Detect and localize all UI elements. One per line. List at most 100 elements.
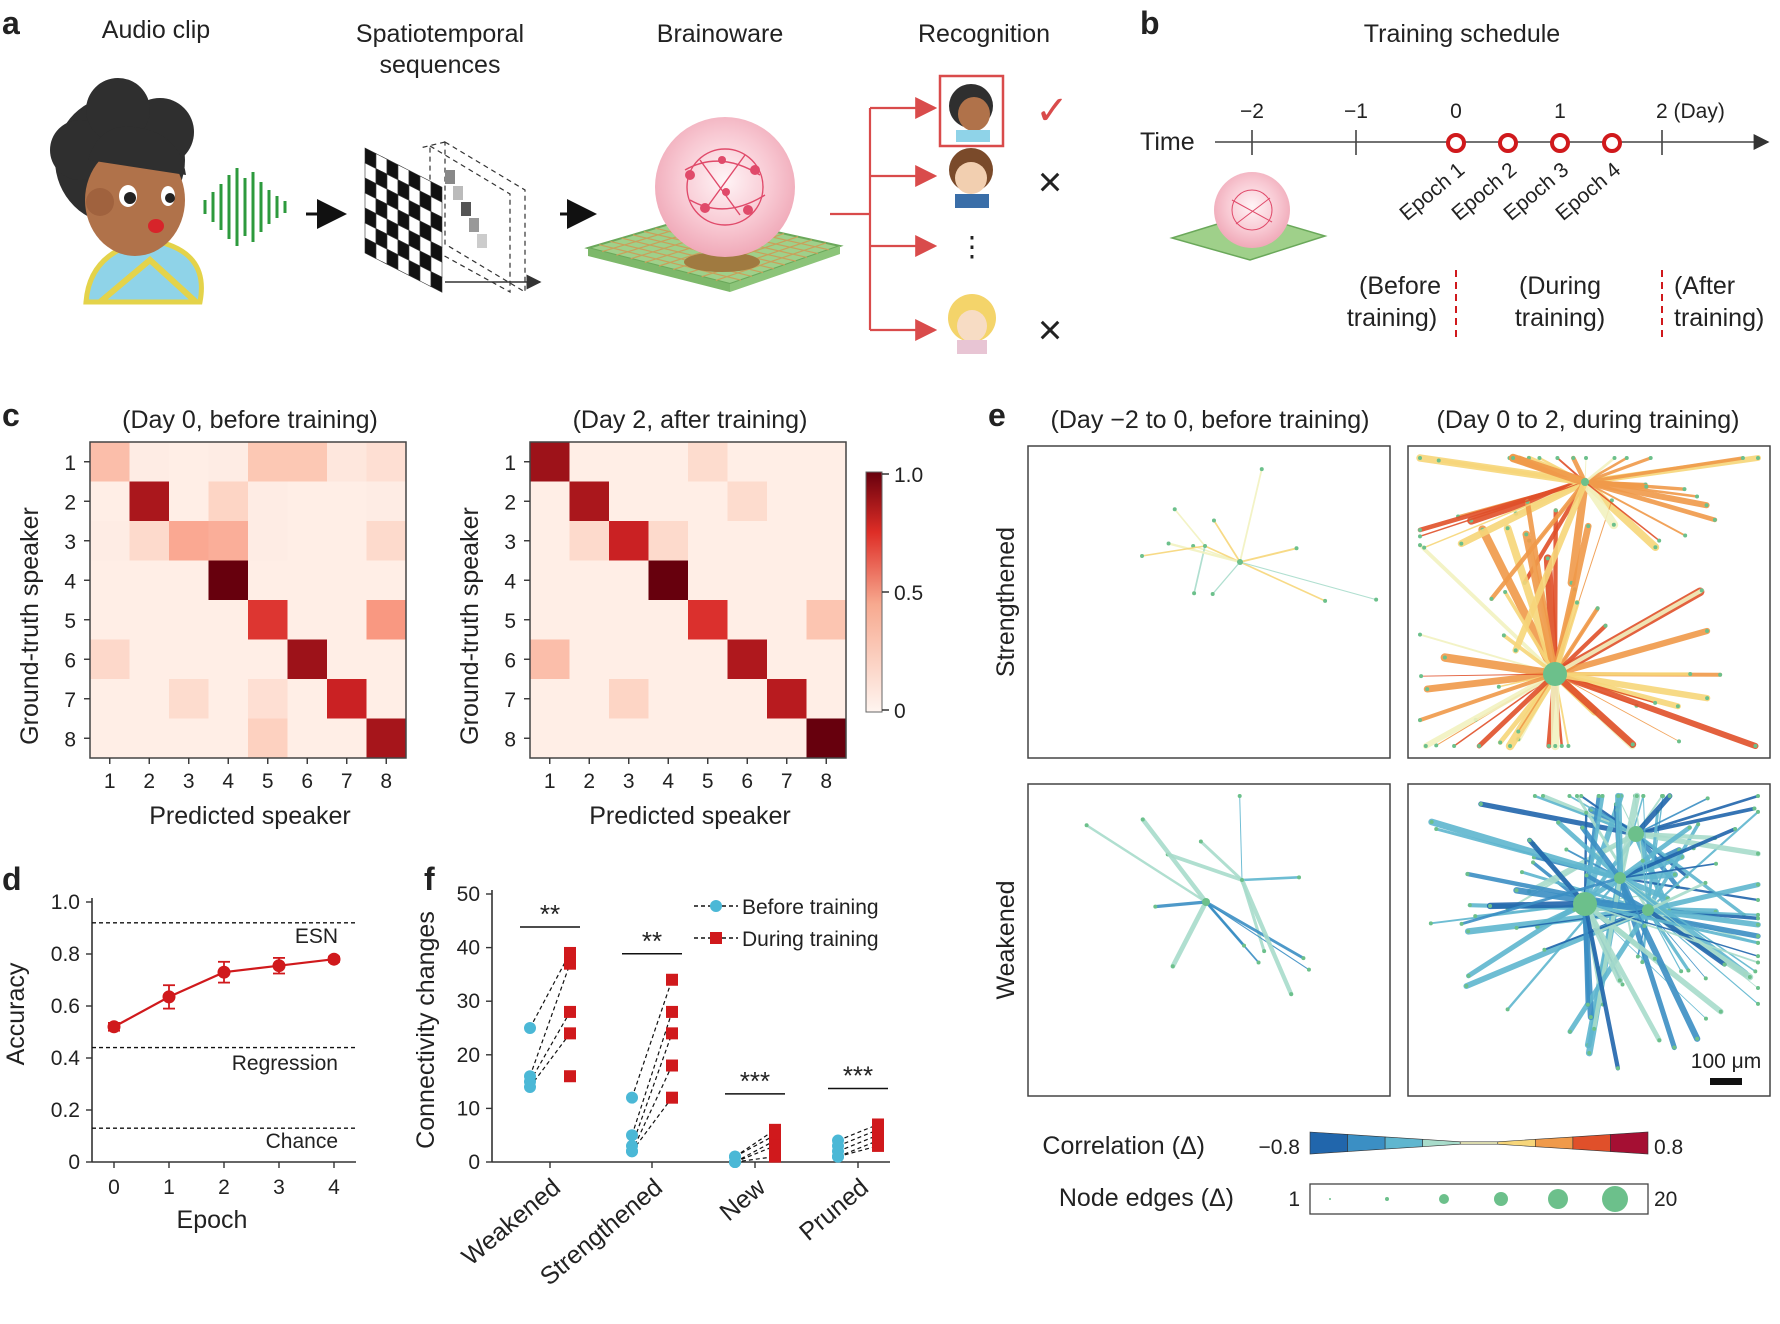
network-hub [1240,878,1244,882]
heatmap-cell [327,442,367,482]
heatmap-cell [569,560,609,600]
heatmap-cell [90,560,130,600]
before-point [626,1091,638,1104]
network-node [1519,870,1524,875]
heatmap-cell [90,481,130,521]
before-point [524,1022,536,1034]
network-node [1542,947,1547,952]
network-edge [1551,670,1759,750]
network-node [1256,960,1261,965]
network-node [1198,839,1203,844]
heatmap-cell [208,442,248,482]
network-node [1140,817,1145,822]
pair-line [529,963,571,1077]
x-tick-label: 7 [341,770,353,793]
y-tick-label: 3 [504,531,516,554]
network-edge [1204,900,1246,947]
network-node [1564,847,1569,852]
heatmap-cell [248,442,288,482]
network-node [1756,912,1760,917]
heatmap-cell [727,600,767,640]
network-node [1657,538,1662,543]
network-edge [1584,903,1759,957]
candidate-face-1-icon [949,84,993,142]
network-node [1418,718,1422,723]
heatmap-cell [609,481,649,521]
network-node [1596,794,1601,798]
network-node [1705,796,1710,801]
pair-line [631,1011,673,1136]
network-edge [1641,859,1649,911]
network-node [1635,954,1640,959]
network-node [1496,684,1501,689]
phase-during-2: training) [1515,304,1605,332]
panel-label-c: c [2,397,20,433]
heatmap-cell [609,442,649,482]
pair-line [837,1134,879,1152]
network-edge [1527,837,1588,907]
network-node [1620,982,1625,987]
network-node [1478,802,1483,807]
network-node [1170,964,1175,969]
network-edge [1422,671,1558,749]
network-node [1588,1015,1593,1020]
heatmap-cell [688,442,728,482]
network-node [1753,744,1758,748]
colorbar-tick-max: 1.0 [894,464,923,487]
network-node [1306,967,1311,972]
network-hub [1614,872,1626,884]
pair-line [631,1065,673,1152]
network-edge [1579,825,1623,881]
correlation-max: 0.8 [1654,1136,1683,1159]
gray-cell [461,202,471,216]
network-node [1425,687,1430,692]
network-node [1756,1001,1760,1006]
network-node [1531,860,1536,865]
heatmap-cell [327,560,367,600]
heatmap-cell [688,521,728,561]
before-point [832,1150,844,1163]
network-edge [1551,627,1711,678]
network-node [1733,826,1738,831]
network-node [1640,858,1645,863]
heatmap-cell [90,679,130,719]
network-edge [1141,545,1206,557]
heatmap-cell [767,560,807,600]
x-tick-label: 6 [301,770,313,793]
correct-candidate-frame [938,74,1005,148]
heatmap-cell [806,639,846,679]
panel-label-a: a [2,5,20,41]
epoch-marker-1 [1446,133,1466,153]
y-tick-label: 7 [504,689,516,712]
y-tick-label: 6 [504,649,516,672]
category-label: New [715,1173,772,1227]
network-edge [1619,877,1646,927]
network-node [1511,456,1516,460]
network-col-title-before: (Day −2 to 0, before training) [1051,406,1370,434]
network-node [1586,524,1591,529]
network-edge [1239,547,1298,563]
correlation-swatch [1422,1139,1461,1147]
heatmap-cell [727,521,767,561]
network-node [1434,826,1439,831]
network-node [1323,598,1328,603]
heatmap-cell [169,600,209,640]
network-node [1452,744,1457,748]
network-node [1677,739,1682,744]
y-tick-label: 4 [64,570,76,593]
header-brainoware: Brainoware [657,20,783,48]
heatmap-cell [569,718,609,758]
heatmap-frame [529,441,847,759]
y-tick-label: 6 [64,649,76,672]
y-tick-label: 5 [504,610,516,633]
x-tick-label: 4 [662,770,674,793]
y-tick-label: 20 [457,1044,480,1067]
heatmap-cell [530,481,570,521]
network-hub [1237,559,1243,565]
heatmap-left-xlabel: Predicted speaker [149,802,351,830]
heatmap-cell [366,600,406,640]
heatmap-cell [90,521,130,561]
pair-line [837,1140,879,1158]
heatmap-cell [327,600,367,640]
network-edge [1646,810,1660,912]
